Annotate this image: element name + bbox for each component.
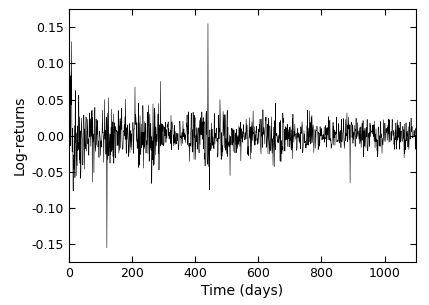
X-axis label: Time (days): Time (days) [201,284,284,298]
Y-axis label: Log-returns: Log-returns [13,96,27,175]
